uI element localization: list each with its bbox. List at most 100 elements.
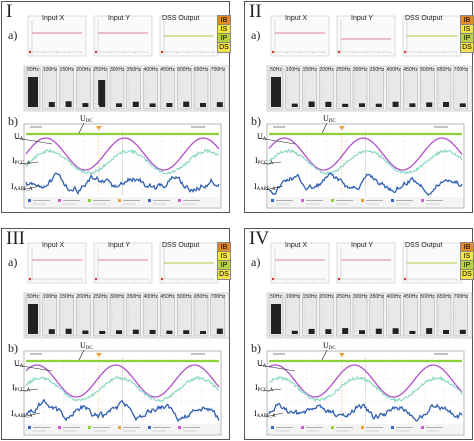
mini-plot-frame: [93, 15, 153, 57]
freq-bar-frame: [193, 294, 209, 337]
mini-plot-dss_output: [402, 15, 462, 57]
udc-label-main: U: [323, 341, 329, 350]
trigger-marker: [95, 353, 102, 357]
input-x-title: Input X: [285, 15, 308, 22]
ipcc-label-sub: PCC_A: [14, 388, 31, 393]
freq-bar-700Hz: [210, 67, 226, 110]
oscilloscope: [23, 123, 222, 209]
udc-label: UDC: [80, 341, 93, 351]
ipcc-label: IPCC_A: [12, 156, 30, 166]
status-chip: [331, 426, 334, 429]
freq-bar-150Hz: [302, 67, 317, 110]
scope-status-strip: [25, 197, 220, 207]
freq-label: 50Hz: [270, 294, 282, 300]
freq-bar-fill: [375, 328, 382, 334]
freq-label: 350Hz: [369, 294, 385, 300]
subfigure-a-label: a): [251, 28, 261, 42]
freq-bar-50Hz: [25, 67, 41, 110]
freq-bar-fill: [166, 103, 173, 107]
freq-label: 250Hz: [93, 67, 108, 73]
freq-label: 350Hz: [126, 67, 142, 73]
freq-bar-frame: [193, 67, 209, 110]
freq-label: 650Hz: [194, 294, 209, 300]
freq-bar-frame: [436, 67, 452, 110]
freq-bar-700Hz: [210, 294, 226, 337]
status-chip: [178, 199, 181, 202]
mini-plot-input_x: [27, 15, 87, 57]
freq-bar-frame: [335, 294, 351, 337]
freq-label: 400Hz: [143, 67, 159, 73]
freq-label: 650Hz: [437, 294, 452, 300]
freq-label: 650Hz: [194, 67, 209, 73]
label-pointer: [21, 412, 41, 418]
freq-bar-fill: [409, 330, 416, 334]
status-chip: [178, 426, 181, 429]
mini-plot-dss_output: [159, 15, 219, 57]
freq-bar-fill-fundamental: [28, 77, 38, 107]
dss-output-title: DSS Output: [405, 15, 443, 22]
panel-numeral: I: [6, 1, 13, 22]
ipcc-label: IPCC_A: [255, 383, 273, 393]
mini-plot-input_x: [270, 15, 330, 57]
mini-plot-input_x: [27, 242, 87, 284]
freq-label: 100Hz: [285, 294, 301, 300]
iaapf-trace: [268, 402, 463, 422]
ipcc-trace: [25, 148, 220, 176]
status-chip: [148, 199, 151, 202]
panel-3: III a) b) Input X Input Y DSS Output IB IS IP DS 5…: [1, 228, 231, 440]
freq-bar-frame: [109, 294, 125, 337]
input-y-title: Input Y: [108, 15, 131, 22]
ua-label: UA: [257, 132, 266, 142]
freq-bar-fill: [65, 101, 72, 107]
ipcc-label-main: I: [12, 156, 15, 165]
freq-bar-400Hz: [143, 294, 158, 337]
freq-bar-frame: [126, 294, 142, 337]
freq-bar-fill: [359, 103, 365, 107]
mini-plot-input_y: [93, 242, 153, 284]
state-code-ds: DS: [460, 269, 474, 280]
ua-label-main: U: [257, 132, 263, 141]
ipcc-label: IPCC_A: [255, 156, 273, 166]
status-chip: [271, 426, 274, 429]
label-pointer: [321, 349, 328, 361]
freq-label: 400Hz: [386, 294, 402, 300]
ua-label-main: U: [14, 132, 20, 141]
freq-label: 250Hz: [93, 294, 108, 300]
freq-label: 150Hz: [59, 294, 75, 300]
subfigure-b-label: b): [251, 114, 261, 128]
mini-plot-frame: [27, 15, 87, 57]
freq-bar-fill: [65, 328, 72, 334]
mini-plot-input_x: [270, 242, 330, 284]
mini-plot-dss_output: [159, 242, 219, 284]
ua-label: UA: [14, 132, 23, 142]
label-pointer: [78, 349, 85, 361]
freq-label: 700Hz: [210, 67, 226, 73]
freq-label: 500Hz: [177, 294, 192, 300]
state-code-ds: DS: [217, 42, 231, 53]
freq-bar-fill: [216, 102, 223, 107]
freq-label: 700Hz: [453, 294, 469, 300]
dss-output-title: DSS Output: [162, 15, 200, 22]
mini-plot-input_y: [336, 242, 396, 284]
panel-2: II a) b) Input X Input Y DSS Output IB IS IP DS 50…: [244, 1, 474, 213]
status-chip: [148, 426, 151, 429]
mini-plot-input_y: [93, 15, 153, 57]
freq-bar-500Hz: [176, 67, 192, 110]
freq-bar-100Hz: [42, 294, 57, 337]
freq-label: 300Hz: [353, 67, 368, 73]
freq-bar-650Hz: [436, 294, 452, 337]
status-chip: [421, 426, 424, 429]
freq-bar-frame: [59, 294, 74, 337]
ua-trace: [268, 364, 463, 398]
input-y-title: Input Y: [351, 15, 374, 22]
freq-bar-250Hz: [92, 294, 108, 337]
freq-bar-650Hz: [436, 67, 452, 110]
label-pointer: [264, 185, 284, 191]
freq-bar-frame: [386, 294, 401, 337]
freq-bar-frame: [285, 67, 300, 110]
mini-marker: [271, 277, 275, 281]
freq-bar-frame: [210, 67, 226, 110]
freq-bar-fill: [392, 328, 399, 334]
mini-marker: [28, 277, 32, 281]
panel-graphics: [258, 242, 473, 436]
